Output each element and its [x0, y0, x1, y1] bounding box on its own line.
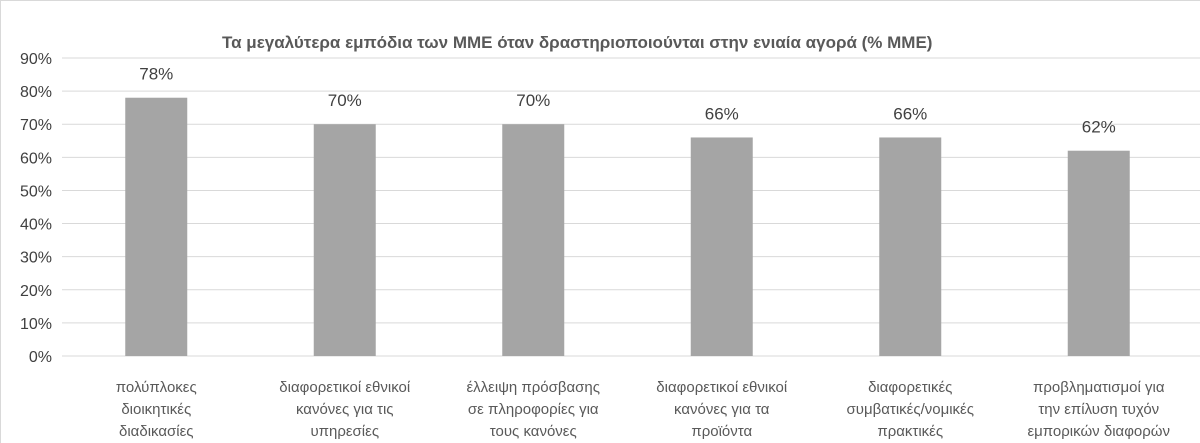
- bar: [879, 137, 942, 356]
- x-tick-label: κανόνες για τα: [674, 401, 770, 418]
- y-tick-label: 20%: [20, 283, 52, 300]
- x-tick-label: διαφορετικοί εθνικοί: [279, 379, 411, 396]
- x-tick-label: κανόνες για τις: [296, 401, 394, 418]
- bar: [690, 137, 753, 356]
- x-tick-label: υπηρεσίες: [310, 423, 379, 440]
- y-tick-label: 90%: [20, 51, 52, 68]
- y-tick-label: 70%: [20, 117, 52, 134]
- data-label: 78%: [139, 65, 173, 84]
- chart-title: Τα μεγαλύτερα εμπόδια των ΜΜΕ όταν δραστ…: [222, 33, 932, 52]
- x-tick-label: διαδικασίες: [119, 423, 194, 440]
- x-axis: πολύπλοκες διοικητικές διαδικασίες διαφορετ…: [116, 379, 1170, 440]
- data-label: 62%: [1082, 118, 1116, 137]
- gridlines: [62, 57, 1200, 357]
- x-tick-label: συμβατικές/νομικές: [847, 401, 974, 418]
- x-tick-label: σε πληροφορίες για: [468, 401, 599, 418]
- y-tick-label: 80%: [20, 84, 52, 101]
- bars: [125, 97, 1130, 356]
- data-label: 66%: [893, 104, 927, 123]
- x-tick-label: την επίλυση τυχόν: [1038, 401, 1159, 418]
- data-label: 66%: [705, 104, 739, 123]
- bar: [1067, 150, 1130, 356]
- x-tick-label: τους κανόνες: [490, 423, 577, 440]
- y-tick-label: 0%: [29, 349, 52, 366]
- x-tick-label: διαφορετικές: [868, 379, 952, 396]
- y-tick-label: 10%: [20, 316, 52, 333]
- x-tick-label: διαφορετικοί εθνικοί: [656, 379, 788, 396]
- x-tick-label: προϊόντα: [691, 423, 752, 440]
- bar: [502, 124, 565, 356]
- x-tick-label: προβληματισμοί για: [1033, 379, 1165, 396]
- x-tick-label: έλλειψη πρόσβασης: [466, 379, 600, 396]
- data-label: 70%: [516, 91, 550, 110]
- y-tick-label: 60%: [20, 150, 52, 167]
- bar: [313, 124, 376, 356]
- x-tick-label: εμπορικών διαφορών: [1027, 423, 1170, 440]
- x-tick-label: πρακτικές: [877, 423, 943, 440]
- x-tick-label: διοικητικές: [121, 401, 191, 418]
- data-label: 70%: [328, 91, 362, 110]
- y-tick-label: 40%: [20, 217, 52, 234]
- data-labels: 78% 70% 70% 66% 66% 62%: [139, 65, 1116, 137]
- x-tick-label: πολύπλοκες: [116, 379, 197, 396]
- bar: [125, 97, 188, 356]
- y-axis: 0% 10% 20% 30% 40% 50% 60% 70% 80% 90%: [20, 51, 52, 366]
- y-tick-label: 50%: [20, 183, 52, 200]
- y-tick-label: 30%: [20, 250, 52, 267]
